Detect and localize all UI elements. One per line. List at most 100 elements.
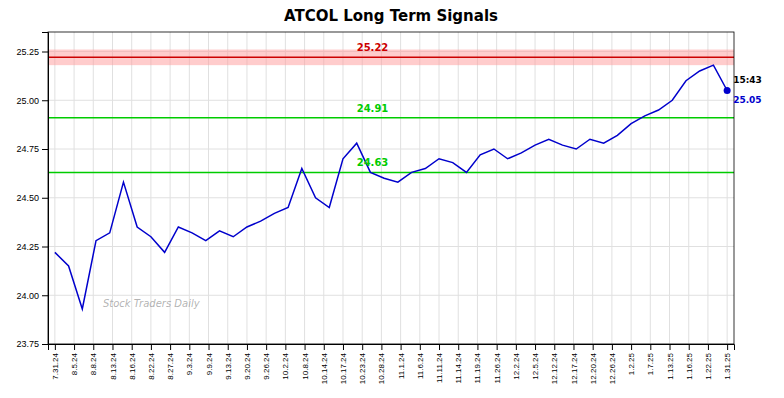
- grid-line: [554, 32, 555, 344]
- tick: 1.22.25: [704, 344, 713, 380]
- grid: [48, 32, 734, 344]
- tick-mark: [170, 344, 171, 350]
- grid-line: [74, 32, 75, 344]
- tick-mark: [324, 344, 325, 350]
- tick: 9.9.24: [205, 344, 214, 375]
- watermark: Stock Traders Daily: [103, 298, 201, 309]
- grid-line: [246, 32, 247, 344]
- grid-line: [439, 32, 440, 344]
- price-line: [55, 65, 727, 309]
- grid-line: [362, 32, 363, 344]
- tick-mark: [727, 344, 728, 350]
- tick: 8.16.24: [128, 344, 137, 380]
- tick-label: 11.1.24: [397, 352, 406, 379]
- plot-frame: [48, 32, 734, 344]
- tick-mark: [42, 149, 48, 150]
- grid-line: [323, 32, 324, 344]
- tick: 24.25: [16, 242, 48, 252]
- tick-label: 24.00: [16, 291, 39, 301]
- tick: 11.26.24: [493, 344, 502, 384]
- tick-label: 12.5.24: [531, 352, 540, 379]
- tick: 11.6.24: [416, 344, 425, 379]
- tick: 10.17.24: [339, 344, 348, 384]
- last-price-label: 25.05: [733, 95, 761, 105]
- tick-mark: [708, 344, 709, 350]
- grid-line: [342, 32, 343, 344]
- grid-line: [535, 32, 536, 344]
- grid-line: [496, 32, 497, 344]
- tick: 10.23.24: [358, 344, 367, 384]
- tick-label: 9.20.24: [243, 352, 252, 379]
- tick-label: 11.14.24: [454, 352, 463, 383]
- tick-label: 25.25: [16, 47, 39, 57]
- tick-label: 1.16.25: [685, 352, 694, 379]
- tick-label: 10.28.24: [377, 352, 386, 384]
- tick: 24.50: [16, 193, 48, 203]
- grid-line: [592, 32, 593, 344]
- tick-mark: [74, 344, 75, 350]
- tick-mark: [305, 344, 306, 350]
- tick-mark: [266, 344, 267, 350]
- tick: 8.13.24: [109, 344, 118, 380]
- grid-line: [285, 32, 286, 344]
- tick-mark: [42, 52, 48, 53]
- grid-line: [611, 32, 612, 344]
- level-label: 24.91: [357, 103, 389, 114]
- tick-mark: [42, 247, 48, 248]
- grid-line: [650, 32, 651, 344]
- tick-mark: [151, 344, 152, 350]
- tick-label: 9.3.24: [185, 352, 194, 375]
- tick: 11.1.24: [397, 344, 406, 379]
- tick-label: 12.12.24: [550, 352, 559, 384]
- x-axis: 7.31.248.5.248.8.248.13.248.16.248.22.24…: [49, 344, 735, 384]
- tick-mark: [401, 344, 402, 350]
- tick-label: 1.22.25: [704, 352, 713, 379]
- tick-label: 8.8.24: [89, 352, 98, 375]
- tick: 24.75: [16, 144, 48, 154]
- annotations: Stock Traders Daily25.2224.9124.6315:432…: [103, 42, 762, 308]
- tick-mark: [477, 344, 478, 350]
- grid-line: [419, 32, 420, 344]
- tick-mark: [420, 344, 421, 350]
- grid-line: [93, 32, 94, 344]
- tick: 12.5.24: [531, 344, 540, 380]
- tick: 25.00: [16, 96, 48, 106]
- tick-label: 12.2.24: [512, 352, 521, 379]
- tick-mark: [343, 344, 344, 350]
- tick: 11.11.24: [435, 344, 444, 383]
- tick-label: 9.9.24: [205, 352, 214, 375]
- tick-label: 8.5.24: [70, 352, 79, 375]
- axis-line: [49, 345, 735, 351]
- marks: [48, 50, 734, 309]
- tick: 24.00: [16, 291, 48, 301]
- tick-mark: [132, 344, 133, 350]
- tick: 25.25: [16, 47, 48, 57]
- tick-label: 11.11.24: [435, 352, 444, 383]
- tick-label: 23.75: [16, 339, 39, 349]
- tick-label: 11.6.24: [416, 352, 425, 379]
- tick-label: 10.8.24: [301, 352, 310, 379]
- tick: 12.12.24: [550, 344, 559, 384]
- grid-line: [477, 32, 478, 344]
- level-label: 25.22: [357, 42, 389, 53]
- tick: 1.13.25: [666, 344, 675, 380]
- tick-mark: [439, 344, 440, 350]
- tick-label: 24.75: [16, 144, 39, 154]
- tick: 12.26.24: [608, 344, 617, 384]
- tick: 10.14.24: [320, 344, 329, 384]
- tick-mark: [42, 198, 48, 199]
- tick-label: 1.13.25: [666, 352, 675, 379]
- axis-line: [42, 33, 49, 345]
- tick-label: 1.7.25: [646, 352, 655, 375]
- tick-mark: [497, 344, 498, 350]
- tick: 1.7.25: [646, 344, 655, 375]
- tick-label: 8.16.24: [128, 352, 137, 379]
- last-time-label: 15:43: [733, 75, 762, 85]
- tick: 10.28.24: [377, 344, 386, 384]
- tick-label: 12.20.24: [589, 352, 598, 384]
- tick-mark: [670, 344, 671, 350]
- grid-line: [381, 32, 382, 344]
- last-point: [724, 87, 731, 94]
- tick: 1.16.25: [685, 344, 694, 380]
- tick-label: 1.31.25: [723, 352, 732, 379]
